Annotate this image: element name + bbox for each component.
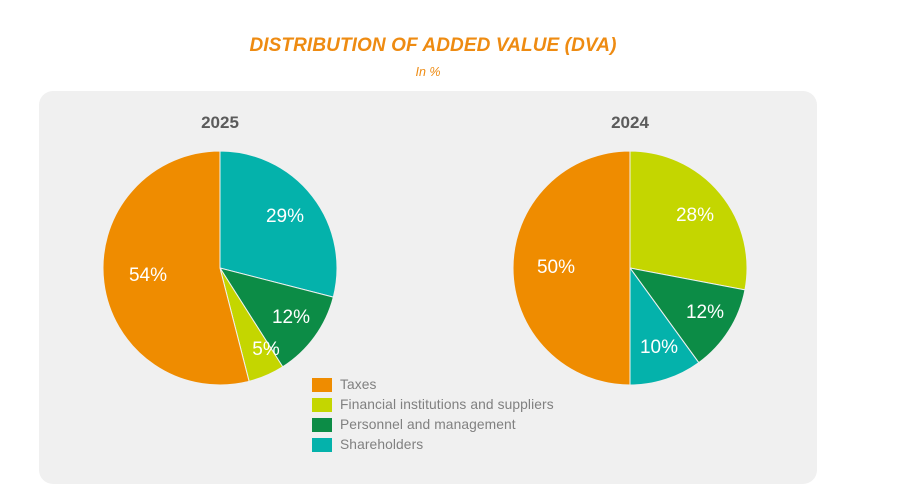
svg-text:50%: 50%: [537, 257, 575, 278]
svg-text:12%: 12%: [686, 302, 724, 323]
svg-text:29%: 29%: [266, 206, 304, 227]
svg-text:12%: 12%: [272, 307, 310, 328]
svg-text:10%: 10%: [640, 337, 678, 358]
svg-text:28%: 28%: [676, 205, 714, 226]
svg-text:54%: 54%: [129, 265, 167, 286]
svg-text:5%: 5%: [252, 339, 280, 360]
